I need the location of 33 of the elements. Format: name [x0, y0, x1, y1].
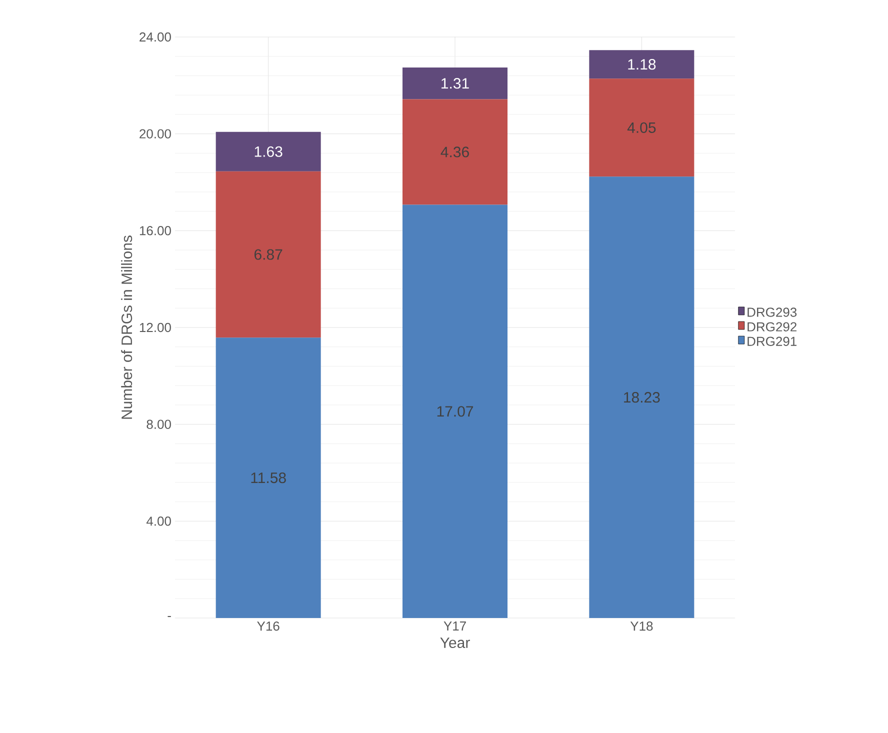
legend-label: DRG292 [748, 322, 796, 332]
data-label: 1.18 [628, 59, 656, 70]
data-label: 18.23 [624, 392, 660, 403]
bar [402, 99, 508, 205]
bar [402, 67, 508, 100]
data-label: 6.87 [254, 249, 282, 260]
bar [216, 338, 321, 618]
bar [589, 176, 694, 618]
legend-label: DRG293 [748, 308, 797, 317]
data-label: 17.07 [437, 406, 474, 417]
data-label: 4.05 [627, 122, 656, 133]
x-axis-title: Year [440, 638, 470, 648]
data-label: 1.63 [254, 146, 282, 157]
y-tick-label: 12.00 [140, 322, 171, 332]
y-axis-title: Number of DRGs in Millions [121, 236, 132, 419]
data-label: 1.31 [442, 78, 469, 89]
bar [216, 171, 321, 338]
y-tick-label: 16.00 [140, 226, 171, 236]
bar [589, 78, 694, 177]
legend-label: DRG291 [748, 336, 796, 346]
x-tick-label: Y16 [257, 622, 280, 631]
y-tick-label: - [168, 616, 171, 618]
y-tick-label: 4.00 [146, 516, 171, 526]
y-tick-label: 20.00 [140, 129, 171, 138]
bar [402, 204, 508, 618]
x-tick-label: Y17 [444, 622, 466, 630]
data-label: 11.58 [251, 472, 286, 484]
data-label: 4.36 [440, 146, 469, 158]
x-tick-label: Y18 [630, 622, 653, 631]
bar [216, 132, 321, 172]
bar [589, 50, 694, 79]
y-tick-label: 8.00 [146, 420, 171, 429]
y-tick-label: 24.00 [140, 32, 171, 42]
